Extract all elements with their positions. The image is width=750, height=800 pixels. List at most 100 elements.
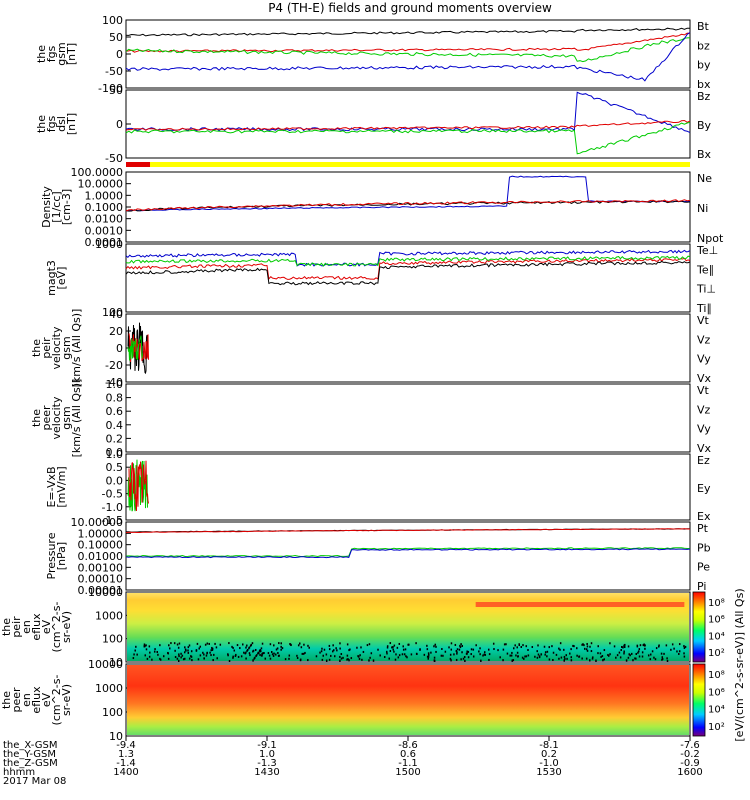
heatmap-speck	[320, 650, 323, 653]
heatmap-speck	[643, 644, 646, 647]
mode-bar	[126, 162, 690, 167]
ytick-label-peir_vel: -20	[105, 359, 123, 372]
heatmap-speck	[205, 654, 208, 657]
heatmap-speck	[551, 645, 553, 648]
heatmap-speck	[277, 651, 279, 654]
heatmap-speck	[406, 656, 408, 659]
heatmap-speck	[358, 657, 361, 660]
ylabel-peer_flux: eV	[40, 692, 53, 707]
heatmap-speck	[167, 651, 169, 654]
ylabel-peer_flux: (cm^2-s-	[50, 675, 63, 726]
series-By	[125, 121, 691, 155]
xaxis-value: 1400	[113, 767, 138, 778]
heatmap-speck	[628, 653, 630, 656]
ylabel-density: [1/cc]	[50, 191, 63, 222]
heatmap-speck	[178, 642, 181, 645]
ytick-label-pressure: 10.00000	[71, 516, 124, 529]
heatmap-speck	[346, 658, 348, 661]
ylabel-peir_vel: the	[30, 339, 43, 357]
xaxis-row-label: the_X-GSM	[3, 740, 57, 751]
ylabel-peer_flux: sr-eV)	[60, 684, 73, 716]
ytick-label-fgs_dsl: -50	[105, 152, 123, 165]
legend-fgs_gsm-Bt: Bt	[697, 20, 710, 33]
heatmap-speck	[368, 659, 370, 662]
heatmap-speck	[389, 642, 392, 645]
heatmap-speck	[573, 645, 575, 648]
heatmap-speck	[148, 645, 151, 648]
heatmap-speck	[398, 642, 401, 645]
heatmap-speck	[570, 659, 573, 662]
heatmap-speck	[661, 658, 663, 661]
heatmap-speck	[678, 643, 681, 646]
heatmap-speck	[339, 642, 341, 645]
legend-peer_vel-Vx: Vx	[697, 442, 712, 455]
heatmap-speck	[377, 648, 379, 651]
ytick-label-peer_vel: 0.4	[106, 419, 124, 432]
heatmap-speck	[243, 651, 245, 654]
heatmap-speck	[537, 644, 539, 647]
heatmap-speck	[401, 653, 404, 656]
heatmap-speck	[180, 656, 182, 659]
heatmap-speck	[145, 644, 147, 647]
panel-frame-efield	[125, 453, 691, 521]
heatmap-speck	[333, 649, 335, 652]
ytick-label-peer_vel: 0.0	[106, 446, 124, 459]
heatmap-speck	[590, 642, 593, 645]
ylabel-peer_flux: the	[0, 691, 13, 709]
series-Te-perp	[125, 257, 691, 281]
heatmap-speck	[609, 642, 611, 645]
colorbar-label: [eV/(cm^2-s-sr-eV)] (All Qs)	[733, 588, 746, 741]
heatmap-speck	[368, 643, 371, 646]
heatmap-speck	[559, 642, 562, 645]
heatmap-speck	[307, 659, 309, 662]
legend-pressure-Pt: Pt	[697, 522, 709, 535]
heatmap-speck	[518, 643, 520, 646]
heatmap-speck	[288, 657, 290, 660]
legend-peir_vel-Vt: Vt	[697, 314, 710, 327]
heatmap-speck	[246, 648, 249, 651]
xaxis-value: -0.9	[680, 758, 700, 769]
heatmap-speck	[641, 651, 644, 654]
heatmap-speck	[622, 646, 624, 649]
heatmap-speck	[450, 659, 452, 662]
heatmap-speck	[211, 646, 213, 649]
heatmap-speck	[523, 657, 525, 660]
heatmap-speck	[464, 659, 466, 662]
heatmap-speck	[187, 651, 190, 654]
heatmap-speck	[565, 654, 568, 657]
heatmap-speck	[281, 647, 284, 650]
heatmap-speck	[187, 649, 189, 652]
heatmap-speck	[321, 658, 324, 661]
series-bz	[125, 32, 691, 53]
heatmap-speck	[197, 658, 200, 661]
heatmap-speck	[522, 644, 524, 647]
ytick-label-fgs_gsm: 50	[109, 31, 123, 44]
series-Npot	[125, 175, 691, 212]
heatmap-speck	[133, 653, 135, 656]
ylabel-temp: [eV]	[55, 267, 68, 290]
heatmap-speck	[369, 656, 371, 659]
heatmap-speck	[459, 644, 461, 647]
ylabel-fgs_gsm: gsm	[55, 42, 68, 65]
ylabel-peir_flux: eV	[40, 619, 53, 634]
ytick-label-pressure: 0.00001	[78, 584, 124, 597]
heatmap-speck	[637, 650, 640, 653]
heatmap-speck	[235, 653, 237, 656]
heatmap-speck	[269, 657, 272, 660]
heatmap-speck	[630, 652, 633, 655]
heatmap-speck	[332, 644, 334, 647]
ytick-label-efield: 1.0	[106, 448, 124, 461]
xaxis-value: -0.2	[680, 749, 700, 760]
heatmap-speck	[590, 650, 593, 653]
heatmap-peer_flux	[127, 665, 689, 735]
series-Bx	[125, 91, 691, 134]
heatmap-speck	[210, 654, 212, 657]
heatmap-speck	[270, 650, 273, 653]
legend-efield-Ex: Ex	[697, 510, 711, 523]
heatmap-speck	[167, 657, 170, 660]
ytick-label-peer_flux: 100	[102, 706, 123, 719]
legend-temp-Te∥: Te∥	[696, 263, 714, 276]
heatmap-speck	[448, 646, 450, 649]
ytick-label-peir_flux: 100	[102, 633, 123, 646]
xaxis-value: -1.3	[257, 758, 277, 769]
